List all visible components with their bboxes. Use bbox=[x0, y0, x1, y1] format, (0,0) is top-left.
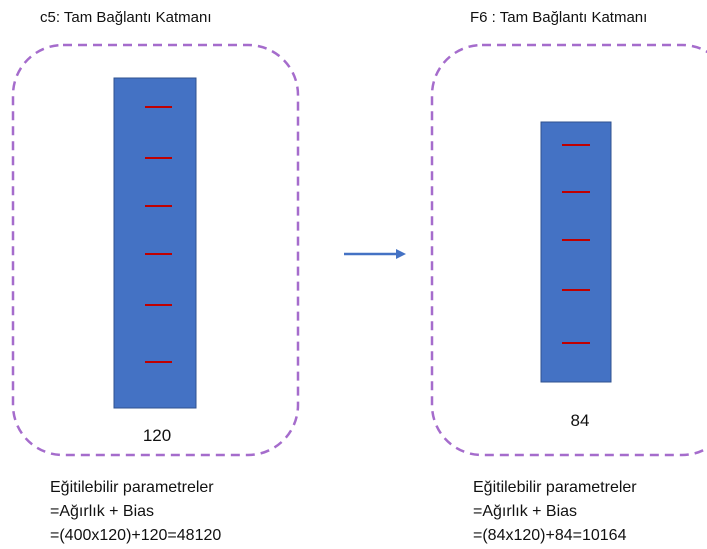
param-line: =Ağırlık + Bias bbox=[473, 503, 577, 520]
layer-size: 120 bbox=[143, 426, 171, 445]
neuron-dashes bbox=[145, 106, 172, 363]
layer-block bbox=[113, 77, 197, 409]
layer-block bbox=[540, 121, 612, 383]
layer-box bbox=[11, 43, 300, 457]
layer-title: c5: Tam Bağlantı Katmanı bbox=[40, 9, 211, 26]
param-line: =(84x120)+84=10164 bbox=[473, 527, 627, 544]
layer-size: 84 bbox=[571, 411, 590, 430]
param-line: =Ağırlık + Bias bbox=[50, 503, 154, 520]
neuron-dashes bbox=[562, 144, 590, 344]
layer-box bbox=[430, 43, 707, 457]
param-line: =(400x120)+120=48120 bbox=[50, 527, 221, 544]
param-line: Eğitilebilir parametreler bbox=[473, 479, 637, 496]
layer-title: F6 : Tam Bağlantı Katmanı bbox=[470, 9, 647, 26]
arrow bbox=[344, 249, 406, 259]
param-line: Eğitilebilir parametreler bbox=[50, 479, 214, 496]
